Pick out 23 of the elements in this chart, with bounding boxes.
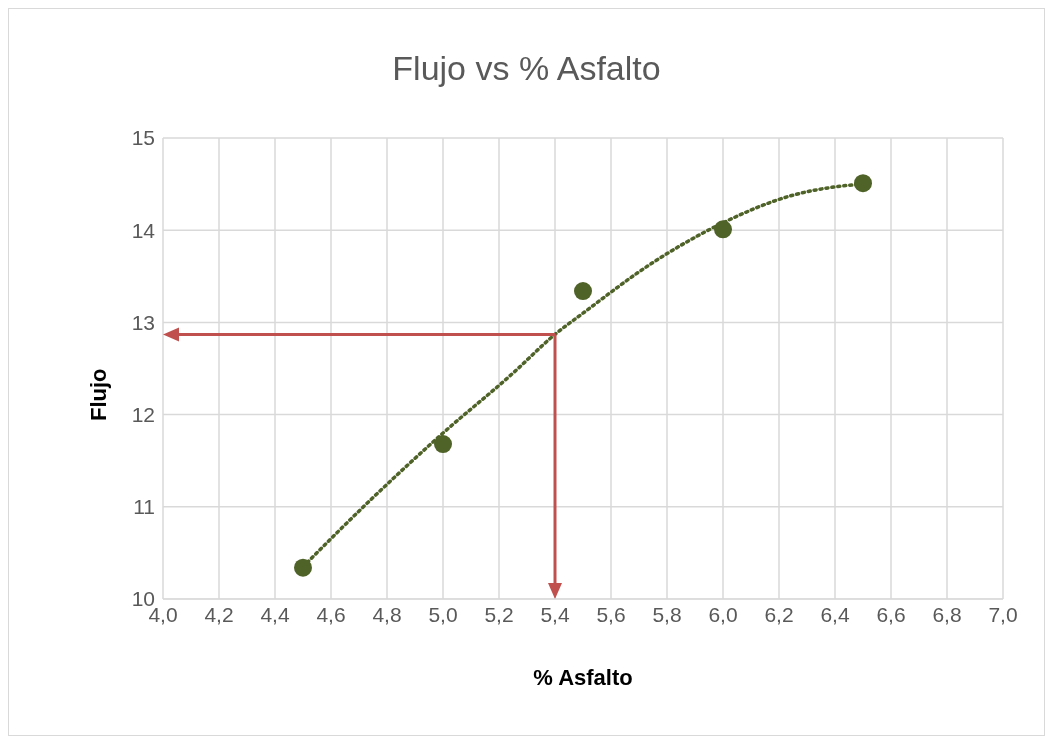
x-tick-label: 4,2	[204, 602, 234, 626]
chart-title: Flujo vs % Asfalto	[391, 47, 662, 89]
x-tick-label: 4,6	[316, 602, 346, 626]
y-tick-label: 15	[131, 126, 155, 150]
x-tick-label: 6,0	[708, 602, 738, 626]
y-tick-label: 13	[131, 310, 155, 334]
x-tick-label: 7,0	[988, 602, 1018, 626]
x-tick-label: 6,6	[876, 602, 906, 626]
x-tick-label: 5,0	[428, 602, 458, 626]
x-tick-label: 5,2	[484, 602, 514, 626]
x-tick-label: 4,8	[372, 602, 402, 626]
x-tick-label: 6,2	[764, 602, 794, 626]
x-axis-title: % Asfalto	[533, 664, 633, 690]
y-axis-title: Flujo	[85, 368, 111, 422]
x-tick-label: 6,4	[820, 602, 850, 626]
y-tick-label: 14	[131, 218, 156, 242]
x-tick-label: 6,8	[932, 602, 962, 626]
y-tick-label: 11	[133, 495, 155, 519]
y-tick-label: 12	[131, 403, 155, 427]
x-tick-label: 5,8	[652, 602, 682, 626]
x-tick-label: 5,4	[540, 602, 570, 626]
x-tick-label: 4,4	[260, 602, 290, 626]
x-tick-label: 5,6	[596, 602, 626, 626]
